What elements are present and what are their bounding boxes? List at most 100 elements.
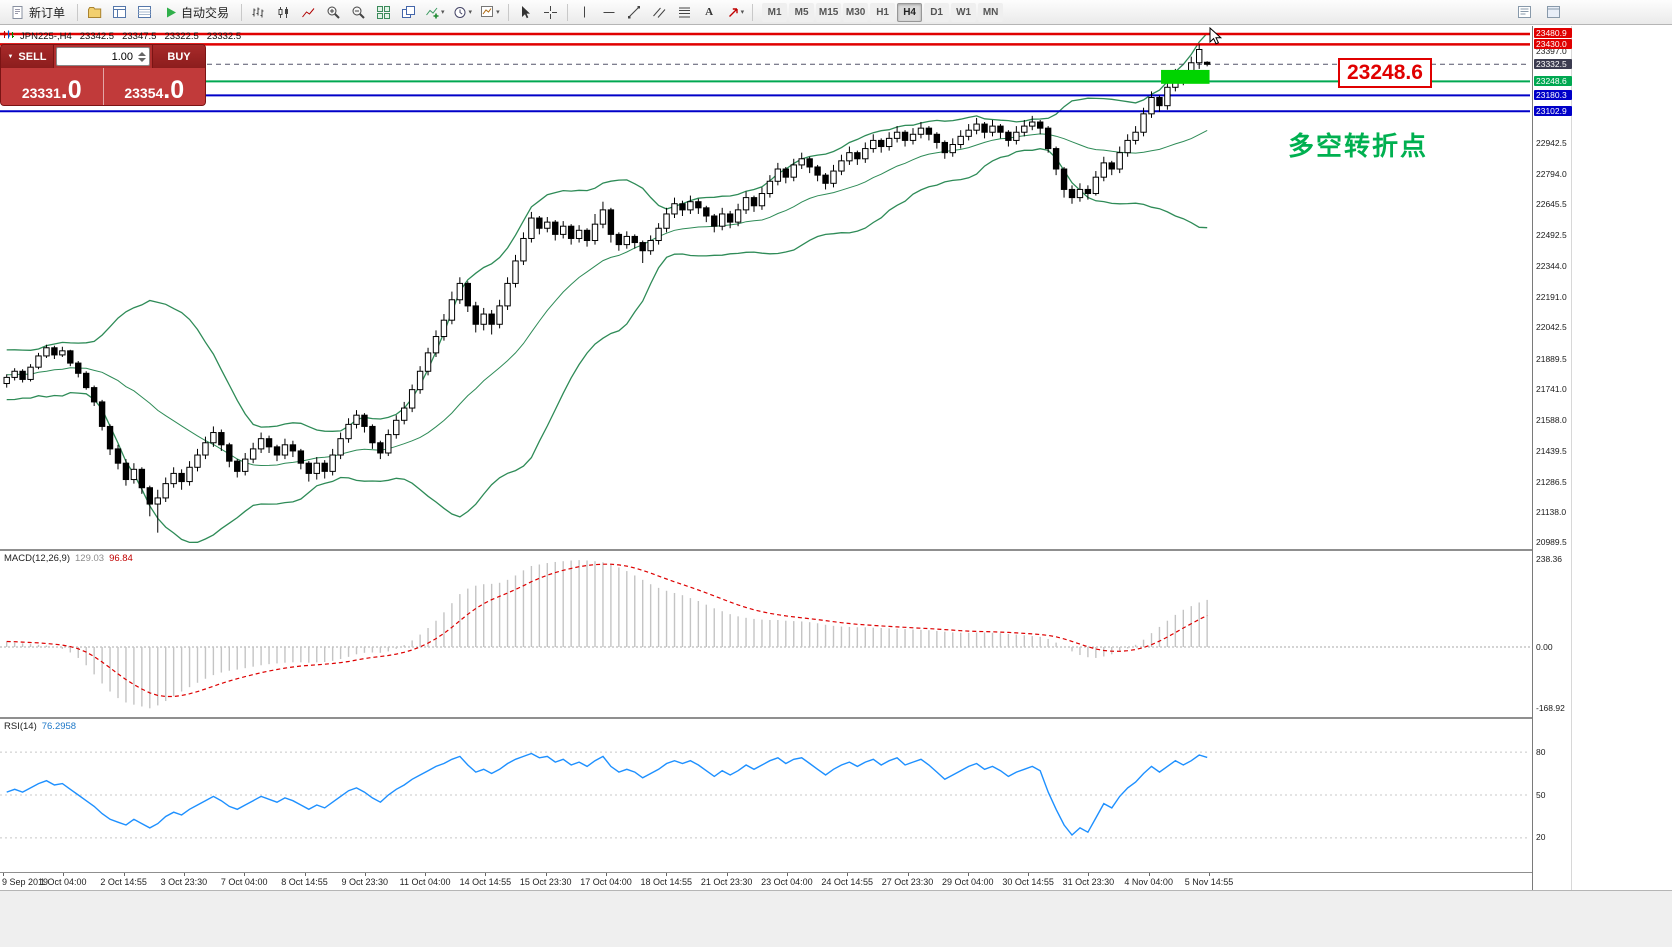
price-axis-tick: 22794.0	[1536, 168, 1567, 179]
turning-point-annotation[interactable]: 多空转折点	[1288, 131, 1429, 161]
chart-candles-button[interactable]	[272, 2, 295, 22]
arrows-tool-button[interactable]: ▾	[723, 2, 748, 22]
lot-size-value[interactable]: 1.00	[111, 50, 133, 63]
timeframe-button-d1[interactable]: D1	[924, 2, 950, 22]
text-button[interactable]: A	[698, 2, 721, 22]
time-axis-label: 21 Oct 23:30	[700, 877, 753, 887]
time-axis-label: 3 Oct 23:30	[160, 877, 208, 887]
clock-icon	[453, 5, 468, 20]
ohlc-open: 23342.5	[79, 30, 115, 42]
chart-list-button[interactable]	[1513, 2, 1536, 22]
timeframe-button-h4[interactable]: H4	[897, 2, 923, 22]
timeframe-button-m15[interactable]: M15	[816, 2, 842, 22]
macd-signal-value: 96.84	[109, 553, 133, 564]
time-axis-tick	[3, 873, 4, 876]
data-window-button[interactable]	[133, 2, 156, 22]
price-axis-tick: 22645.5	[1536, 199, 1567, 210]
ohlc-low: 23322.5	[164, 30, 199, 42]
time-axis-label: 9 Sep 2019	[2, 877, 49, 887]
new-order-button[interactable]: 新订单	[4, 2, 72, 22]
price-axis-tick: 21138.0	[1536, 507, 1567, 518]
price-axis-tick: 23397.0	[1536, 45, 1567, 56]
rsi-name: RSI(14)	[4, 721, 37, 732]
buy-button[interactable]: BUY	[152, 45, 205, 68]
autotrading-button[interactable]: 自动交易	[158, 2, 236, 22]
bars-chart-icon	[251, 6, 266, 19]
price-annotation-label[interactable]: 23248.6	[1338, 58, 1432, 88]
time-axis-tick	[244, 873, 246, 876]
timeframe-button-mn[interactable]: MN	[978, 2, 1004, 22]
main-chart[interactable]	[0, 26, 1532, 549]
collapse-panel-icon[interactable]: ▼	[7, 53, 14, 60]
time-axis-label: 27 Oct 23:30	[881, 877, 934, 887]
time-axis-tick	[847, 873, 849, 876]
buy-price[interactable]: 23354 .0	[103, 68, 205, 105]
timeframe-button-m1[interactable]: M1	[762, 2, 788, 22]
time-axis-tick	[364, 873, 366, 876]
chart-line-button[interactable]	[297, 2, 320, 22]
templates-button[interactable]: ▾	[477, 2, 503, 22]
zoom-out-button[interactable]	[347, 2, 370, 22]
sell-button-label: SELL	[18, 50, 47, 63]
time-axis-tick	[726, 873, 728, 876]
time-axis-tick	[1148, 873, 1150, 876]
one-click-trading-panel: ▼ SELL 1.00 BUY 23331 .0 23354 .0	[0, 44, 206, 106]
macd-panel[interactable]	[0, 551, 1532, 717]
trendline-button[interactable]	[623, 2, 646, 22]
price-axis-tick: 21889.5	[1536, 353, 1567, 364]
crosshair-button[interactable]	[539, 2, 562, 22]
time-axis-label: 2 Oct 14:55	[100, 877, 147, 887]
profiles-button[interactable]	[83, 2, 106, 22]
time-axis[interactable]: 9 Sep 2019 1 Oct 04:00 2 Oct 14:55 3 Oct 23…	[0, 872, 1532, 890]
ohlc-high: 23347.5	[122, 30, 157, 42]
timeframe-button-w1[interactable]: W1	[951, 2, 977, 22]
indicators-icon	[425, 5, 440, 19]
chevron-down-icon: ▾	[441, 9, 445, 16]
data-window-icon	[137, 5, 152, 19]
panel-separator-macd[interactable]	[0, 549, 1532, 551]
timeframe-button-m30[interactable]: M30	[843, 2, 869, 22]
price-axis[interactable]: 23397.0 22942.5 22794.0 22645.5 22492.5 22344…	[1532, 26, 1572, 890]
fibonacci-button[interactable]	[673, 2, 696, 22]
lot-spinner[interactable]	[137, 51, 147, 63]
zoom-in-button[interactable]	[322, 2, 345, 22]
price-axis-tick: 20989.5	[1536, 537, 1567, 548]
time-axis-label: 17 Oct 04:00	[580, 877, 632, 887]
panel-separator-rsi[interactable]	[0, 717, 1532, 719]
window-button[interactable]	[1542, 2, 1565, 22]
spinner-up-icon[interactable]	[138, 51, 146, 56]
timeframe-button-m5[interactable]: M5	[789, 2, 815, 22]
periods-button[interactable]: ▾	[450, 2, 476, 22]
channel-icon	[652, 5, 667, 19]
indicators-button[interactable]: ▾	[422, 2, 448, 22]
candles-chart-icon	[276, 6, 291, 19]
right-empty-area	[1572, 26, 1672, 890]
time-axis-label: 23 Oct 04:00	[761, 877, 813, 887]
horizontal-line-button[interactable]	[598, 2, 621, 22]
price-axis-tick: 22942.5	[1536, 138, 1567, 149]
rsi-panel[interactable]	[0, 719, 1532, 871]
price-axis-tick: 21439.5	[1536, 445, 1567, 456]
spinner-down-icon[interactable]	[138, 57, 146, 62]
tile-windows-button[interactable]	[372, 2, 395, 22]
chart-bars-button[interactable]	[247, 2, 270, 22]
time-axis-tick	[1088, 873, 1090, 876]
lot-size-field[interactable]: 1.00	[56, 47, 150, 66]
chevron-down-icon: ▾	[740, 9, 745, 16]
channel-button[interactable]	[648, 2, 671, 22]
sell-price[interactable]: 23331 .0	[1, 68, 104, 105]
new-order-icon	[11, 5, 25, 20]
vertical-line-icon	[578, 5, 591, 19]
price-axis-tick: 80	[1536, 746, 1546, 757]
cursor-button[interactable]	[514, 2, 537, 22]
trendline-icon	[627, 5, 641, 19]
timeframe-button-h1[interactable]: H1	[870, 2, 896, 22]
vertical-line-button[interactable]	[573, 2, 596, 22]
sell-button[interactable]: ▼ SELL	[1, 45, 54, 68]
time-axis-label: 24 Oct 14:55	[821, 877, 873, 887]
time-axis-tick	[1209, 873, 1210, 876]
time-axis-label: 15 Oct 23:30	[519, 877, 572, 887]
macd-name: MACD(12,26,9)	[4, 553, 70, 564]
market-watch-button[interactable]	[108, 2, 131, 22]
cascade-windows-button[interactable]	[397, 2, 420, 22]
